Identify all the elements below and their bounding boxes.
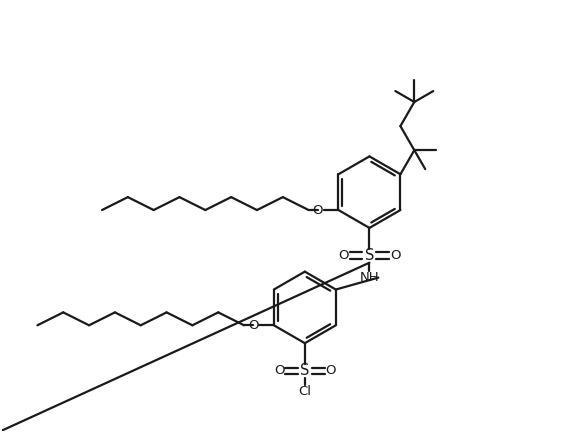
Text: O: O bbox=[248, 319, 259, 332]
Text: Cl: Cl bbox=[298, 385, 311, 398]
Text: S: S bbox=[365, 248, 374, 263]
Text: NH: NH bbox=[360, 271, 379, 284]
Text: O: O bbox=[390, 249, 401, 262]
Text: O: O bbox=[325, 365, 336, 378]
Text: O: O bbox=[338, 249, 349, 262]
Text: O: O bbox=[274, 365, 284, 378]
Text: S: S bbox=[300, 363, 310, 378]
Text: O: O bbox=[312, 203, 323, 216]
